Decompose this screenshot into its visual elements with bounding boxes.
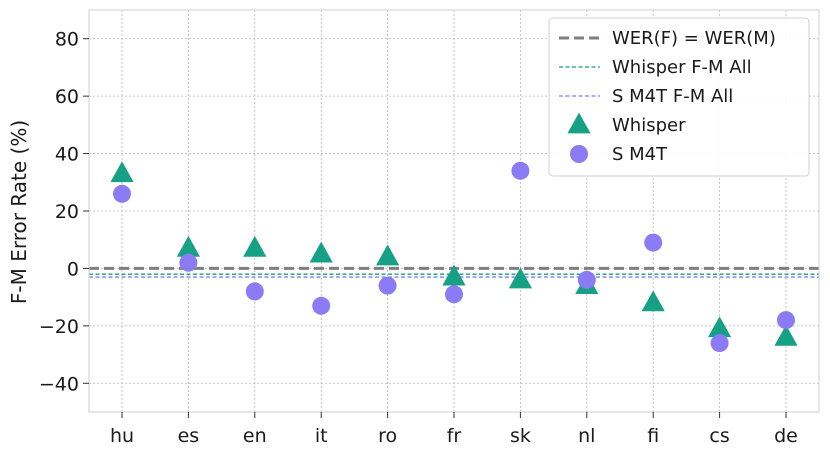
- whisper-point-fr: [442, 264, 466, 286]
- legend-label-2: S M4T F-M All: [612, 86, 733, 107]
- sm4t-point-ro: [378, 276, 397, 295]
- whisper-point-es: [176, 235, 200, 257]
- legend-triangle-swatch: [567, 112, 591, 134]
- whisper-point-de: [774, 324, 798, 346]
- x-tick-label-hu: hu: [110, 425, 134, 447]
- sm4t-point-cs: [710, 334, 729, 353]
- x-tick-label-es: es: [178, 425, 200, 447]
- x-tick-label-fr: fr: [447, 425, 462, 447]
- sm4t-point-sk: [511, 161, 530, 180]
- y-tick-label: 80: [55, 29, 79, 51]
- whisper-point-sk: [508, 267, 532, 289]
- legend-label-0: WER(F) = WER(M): [612, 28, 776, 49]
- legend-series-label-0: Whisper: [612, 115, 686, 136]
- whisper-point-cs: [708, 316, 732, 338]
- sm4t-point-fi: [644, 233, 663, 252]
- whisper-point-hu: [110, 161, 134, 183]
- sm4t-point-it: [312, 296, 331, 315]
- whisper-point-fi: [641, 290, 665, 312]
- x-tick-label-fi: fi: [647, 425, 659, 447]
- whisper-point-ro: [376, 244, 400, 266]
- sm4t-point-en: [245, 282, 264, 301]
- whisper-point-it: [309, 241, 333, 263]
- y-tick-label: −40: [39, 373, 79, 395]
- data-points: [110, 161, 798, 353]
- x-tick-label-en: en: [243, 425, 267, 447]
- x-tick-labels: hu es en it ro fr sk nl fi cs de: [110, 412, 798, 447]
- y-tick-label: 60: [55, 86, 79, 108]
- y-axis-title: F-M Error Rate (%): [7, 120, 31, 304]
- legend-box: [548, 17, 810, 177]
- sm4t-point-hu: [113, 184, 131, 203]
- x-tick-label-de: de: [774, 425, 798, 447]
- sm4t-point-de: [777, 311, 795, 330]
- sm4t-point-es: [179, 253, 198, 272]
- y-tick-labels: −40 −20 0 20 40 60 80: [39, 29, 89, 395]
- whisper-point-en: [243, 235, 267, 257]
- x-tick-label-it: it: [315, 425, 328, 447]
- x-tick-label-nl: nl: [578, 425, 595, 447]
- y-tick-label: 0: [67, 258, 79, 280]
- legend-circle-swatch: [570, 145, 588, 163]
- legend: WER(F) = WER(M) Whisper F-M All S M4T F-M …: [548, 17, 810, 177]
- y-tick-label: −20: [39, 316, 79, 338]
- sm4t-point-nl: [577, 270, 596, 289]
- sm4t-point-fr: [445, 285, 463, 304]
- x-tick-label-sk: sk: [510, 425, 531, 447]
- x-tick-label-cs: cs: [709, 425, 729, 447]
- x-tick-label-ro: ro: [378, 425, 397, 447]
- legend-label-1: Whisper F-M All: [612, 57, 752, 78]
- y-tick-label: 20: [55, 201, 79, 223]
- legend-series-label-1: S M4T: [612, 144, 668, 165]
- y-tick-label: 40: [55, 144, 79, 166]
